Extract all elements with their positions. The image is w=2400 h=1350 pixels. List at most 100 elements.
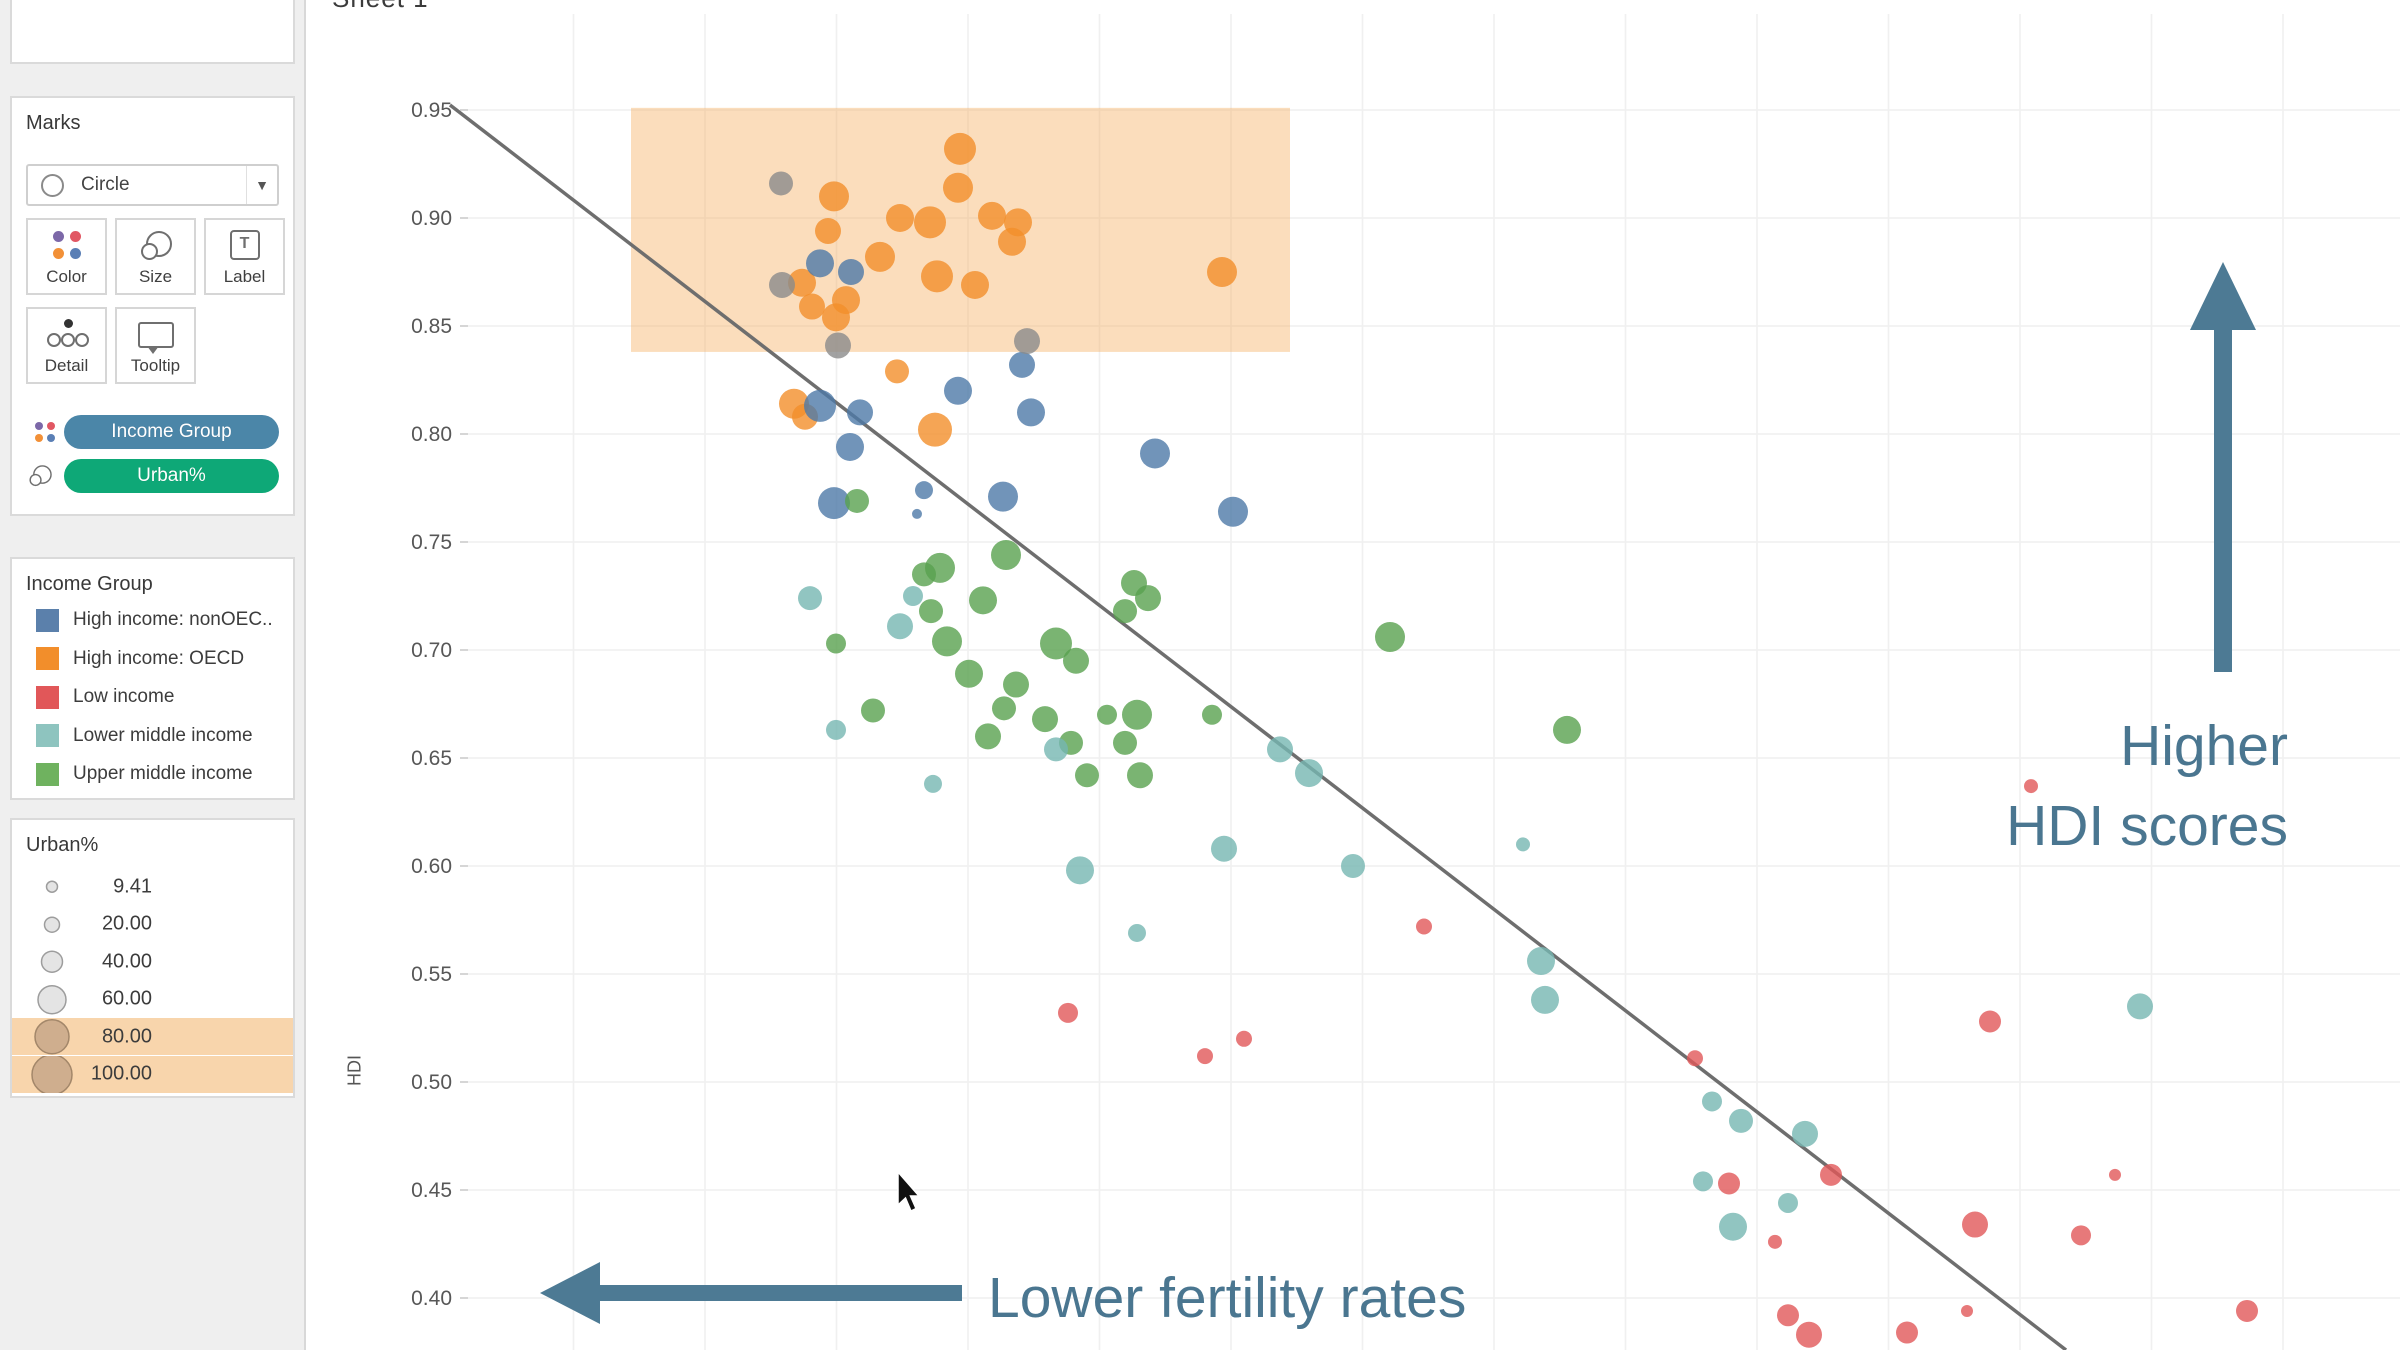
data-point[interactable] [1236, 1030, 1252, 1047]
data-point[interactable] [1729, 1108, 1753, 1133]
data-point[interactable] [1792, 1120, 1818, 1147]
data-point[interactable] [1097, 704, 1117, 725]
data-point[interactable] [912, 562, 936, 587]
legend-item[interactable]: High income: nonOEC.. [36, 605, 273, 635]
data-point[interactable] [1113, 730, 1137, 755]
data-point[interactable] [804, 389, 836, 422]
data-point[interactable] [799, 293, 825, 320]
legend-item[interactable]: Upper middle income [36, 759, 253, 789]
data-point[interactable] [1979, 1010, 2001, 1033]
data-point[interactable] [2024, 779, 2038, 794]
data-point[interactable] [1777, 1304, 1799, 1327]
legend-item[interactable]: Lower middle income [36, 721, 253, 751]
size-legend-item[interactable]: 100.00 [12, 1055, 293, 1093]
data-point[interactable] [1127, 762, 1153, 789]
data-point[interactable] [1531, 985, 1559, 1014]
data-point[interactable] [819, 181, 849, 212]
data-point[interactable] [1135, 585, 1161, 612]
pill-income-group[interactable]: Income Group [64, 415, 279, 449]
data-point[interactable] [788, 268, 816, 297]
size-legend-item[interactable]: 20.00 [12, 906, 293, 943]
size-button[interactable]: Size [115, 218, 196, 295]
chevron-down-icon[interactable]: ▼ [255, 177, 269, 193]
data-point[interactable] [1961, 1304, 1973, 1317]
data-point[interactable] [914, 206, 946, 239]
data-point[interactable] [887, 613, 913, 640]
mark-type-dropdown[interactable]: Circle ▼ [26, 164, 279, 206]
data-point[interactable] [815, 217, 841, 244]
sheet-title[interactable]: Sheet 1 [332, 0, 429, 14]
data-point[interactable] [1516, 837, 1530, 852]
color-button[interactable]: Color [26, 218, 107, 295]
legend-item[interactable]: Low income [36, 682, 174, 712]
data-point[interactable] [1140, 438, 1170, 469]
data-point[interactable] [1693, 1171, 1713, 1192]
data-point[interactable] [838, 259, 864, 285]
data-point[interactable] [2236, 1299, 2258, 1322]
data-point[interactable] [886, 204, 914, 232]
data-point[interactable] [1211, 835, 1237, 862]
data-point[interactable] [1032, 706, 1058, 733]
data-point[interactable] [1066, 856, 1094, 885]
data-point[interactable] [1044, 737, 1068, 762]
data-point[interactable] [1553, 715, 1581, 744]
data-point[interactable] [1295, 759, 1323, 788]
data-point[interactable] [992, 696, 1016, 721]
data-point[interactable] [1122, 699, 1152, 730]
data-point[interactable] [1003, 671, 1029, 698]
data-point[interactable] [798, 586, 822, 611]
data-point[interactable] [847, 399, 873, 426]
size-legend-item[interactable]: 40.00 [12, 943, 293, 980]
data-point[interactable] [826, 633, 846, 654]
data-point[interactable] [921, 260, 953, 293]
size-legend-item[interactable]: 60.00 [12, 981, 293, 1018]
label-button[interactable]: T Label [204, 218, 285, 295]
data-point[interactable] [991, 539, 1021, 570]
data-point[interactable] [969, 586, 997, 615]
data-point[interactable] [998, 227, 1026, 256]
data-point[interactable] [1375, 622, 1405, 653]
data-point[interactable] [1896, 1321, 1918, 1344]
data-point[interactable] [1702, 1091, 1722, 1112]
data-point[interactable] [845, 488, 869, 513]
data-point[interactable] [1341, 854, 1365, 878]
data-point[interactable] [1113, 599, 1137, 624]
data-point[interactable] [1202, 704, 1222, 725]
data-point[interactable] [1009, 351, 1035, 378]
data-point[interactable] [988, 481, 1018, 512]
data-point[interactable] [1416, 918, 1432, 935]
data-point[interactable] [2127, 993, 2153, 1020]
data-point[interactable] [1014, 328, 1040, 355]
data-point[interactable] [915, 481, 933, 500]
data-point[interactable] [2071, 1225, 2091, 1246]
data-point[interactable] [1267, 736, 1293, 763]
data-point[interactable] [932, 626, 962, 657]
data-point[interactable] [955, 659, 983, 688]
data-point[interactable] [1218, 496, 1248, 527]
data-point[interactable] [1820, 1163, 1842, 1186]
data-point[interactable] [903, 586, 923, 606]
data-point[interactable] [1063, 647, 1089, 674]
data-point[interactable] [975, 723, 1001, 750]
data-point[interactable] [1017, 398, 1045, 427]
data-point[interactable] [825, 332, 851, 359]
data-point[interactable] [2109, 1168, 2121, 1181]
data-point[interactable] [1058, 1002, 1078, 1023]
data-point[interactable] [836, 432, 864, 461]
data-point[interactable] [1197, 1048, 1213, 1065]
data-point[interactable] [1796, 1321, 1822, 1348]
data-point[interactable] [944, 376, 972, 405]
data-point[interactable] [978, 201, 1006, 230]
data-point[interactable] [885, 359, 909, 384]
data-point[interactable] [943, 172, 973, 203]
data-point[interactable] [806, 249, 834, 278]
data-point[interactable] [818, 487, 850, 520]
data-point[interactable] [1128, 923, 1146, 942]
size-legend-item[interactable]: 9.41 [12, 868, 293, 905]
data-point[interactable] [865, 241, 895, 272]
data-point[interactable] [1687, 1050, 1703, 1067]
data-point[interactable] [1718, 1172, 1740, 1195]
data-point[interactable] [826, 719, 846, 740]
data-point[interactable] [924, 774, 942, 793]
